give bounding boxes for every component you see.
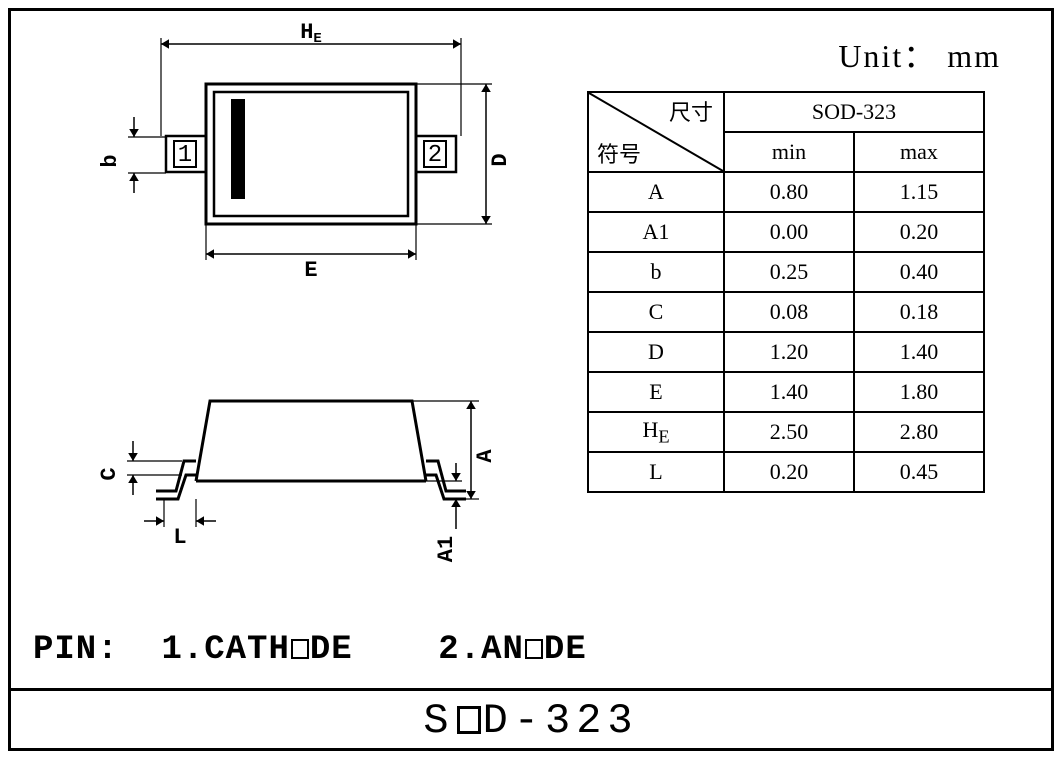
unit-label: Unit： mm <box>838 31 1001 77</box>
pin-prefix: PIN: <box>33 631 119 669</box>
svg-text:L: L <box>173 525 186 550</box>
min-cell: 1.20 <box>724 332 854 372</box>
corner-label-bottom: 符号 <box>597 137 641 169</box>
title-strip: SD-323 <box>11 691 1051 751</box>
top-view-drawing: 12HEEDb <box>91 29 521 289</box>
table-row: A10.000.20 <box>588 212 984 252</box>
col-max-header: max <box>854 132 984 172</box>
corner-label-top: 尺寸 <box>669 95 713 127</box>
symbol-cell: L <box>588 452 724 492</box>
symbol-cell: b <box>588 252 724 292</box>
side-view-drawing: AA1CL <box>101 371 531 591</box>
max-cell: 0.20 <box>854 212 984 252</box>
svg-text:D: D <box>488 153 513 166</box>
max-cell: 1.15 <box>854 172 984 212</box>
min-cell: 0.20 <box>724 452 854 492</box>
drawing-frame: Unit： mm 尺寸 符号 SOD-323 min max A0.801.15… <box>8 8 1054 751</box>
table-row: E1.401.80 <box>588 372 984 412</box>
min-cell: 0.80 <box>724 172 854 212</box>
svg-text:2: 2 <box>428 142 442 169</box>
pin1-label: 1.CATHDE <box>161 631 352 669</box>
svg-text:b: b <box>98 154 123 167</box>
min-cell: 0.08 <box>724 292 854 332</box>
col-min-header: min <box>724 132 854 172</box>
table-header-span: SOD-323 <box>724 92 984 132</box>
symbol-cell: E <box>588 372 724 412</box>
max-cell: 1.40 <box>854 332 984 372</box>
min-cell: 2.50 <box>724 412 854 452</box>
table-row: b0.250.40 <box>588 252 984 292</box>
table-row: A0.801.15 <box>588 172 984 212</box>
dimension-table: 尺寸 符号 SOD-323 min max A0.801.15A10.000.2… <box>587 91 985 493</box>
table-row: C0.080.18 <box>588 292 984 332</box>
svg-text:HE: HE <box>300 20 322 47</box>
svg-text:C: C <box>97 467 122 480</box>
symbol-cell: D <box>588 332 724 372</box>
symbol-cell: A1 <box>588 212 724 252</box>
max-cell: 0.45 <box>854 452 984 492</box>
svg-text:E: E <box>304 258 317 283</box>
symbol-cell: HE <box>588 412 724 452</box>
symbol-cell: C <box>588 292 724 332</box>
max-cell: 0.40 <box>854 252 984 292</box>
svg-text:1: 1 <box>178 142 192 169</box>
min-cell: 0.00 <box>724 212 854 252</box>
main-area: Unit： mm 尺寸 符号 SOD-323 min max A0.801.15… <box>11 11 1051 691</box>
min-cell: 1.40 <box>724 372 854 412</box>
svg-text:A: A <box>473 449 498 463</box>
symbol-cell: A <box>588 172 724 212</box>
pin-note: PIN: 1.CATHDE 2.ANDE <box>33 631 587 669</box>
pin2-label: 2.ANDE <box>438 631 586 669</box>
table-corner-cell: 尺寸 符号 <box>588 92 724 172</box>
svg-text:A1: A1 <box>434 536 459 562</box>
min-cell: 0.25 <box>724 252 854 292</box>
table-row: L0.200.45 <box>588 452 984 492</box>
max-cell: 2.80 <box>854 412 984 452</box>
package-title: SD-323 <box>423 697 638 745</box>
max-cell: 0.18 <box>854 292 984 332</box>
table-row: HE2.502.80 <box>588 412 984 452</box>
max-cell: 1.80 <box>854 372 984 412</box>
table-row: D1.201.40 <box>588 332 984 372</box>
